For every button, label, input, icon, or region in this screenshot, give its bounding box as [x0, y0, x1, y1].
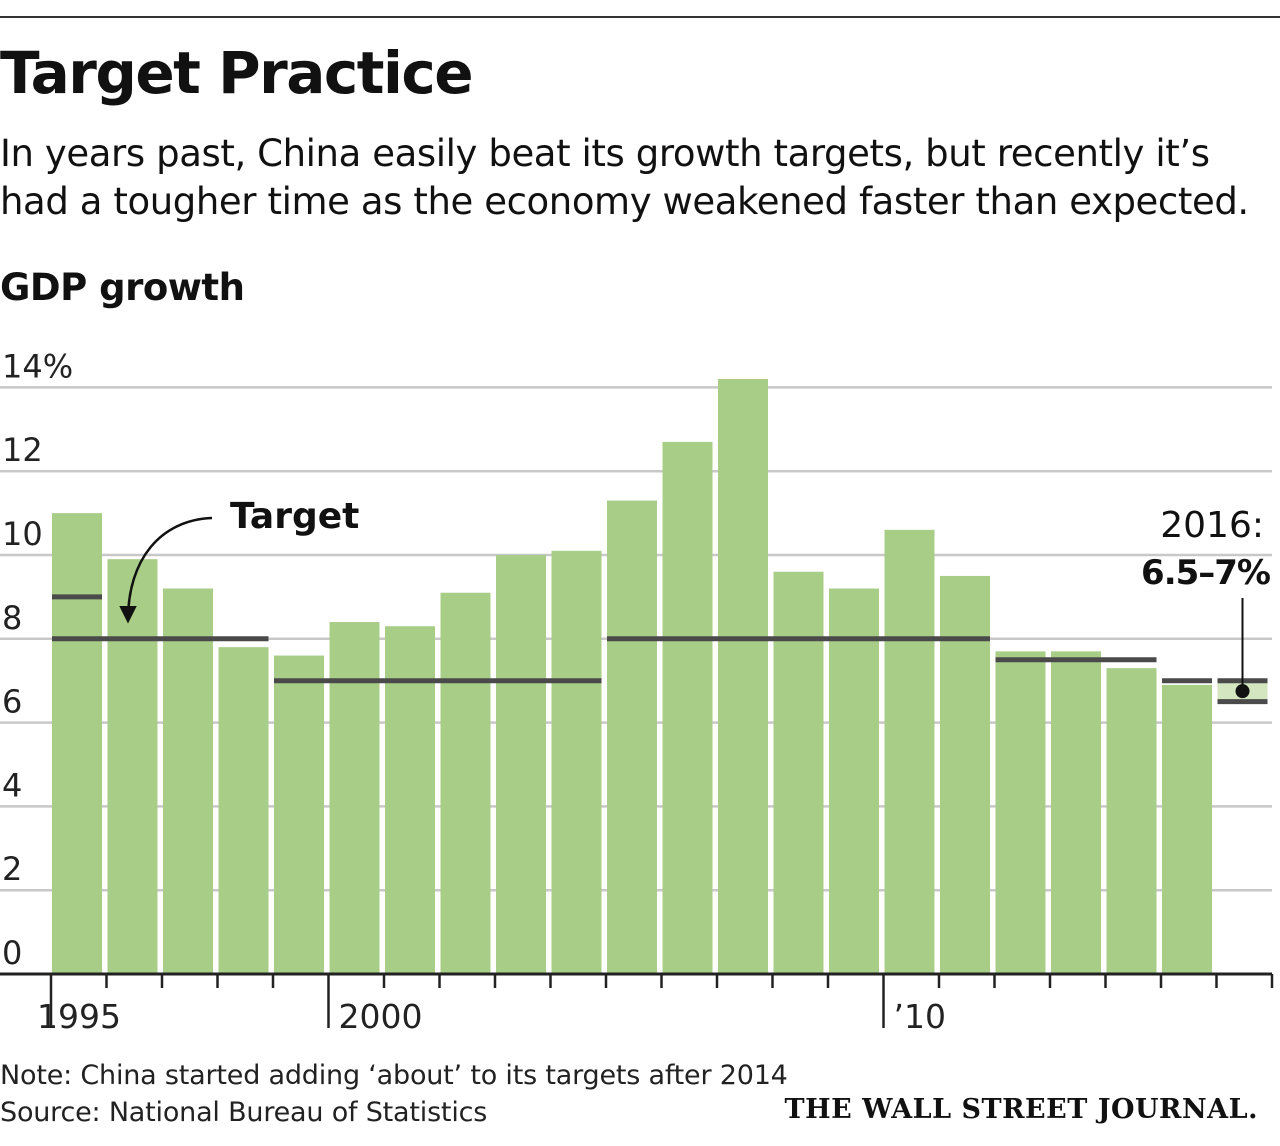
y-tick-label: 2	[2, 850, 22, 888]
y-tick-label: 12	[2, 431, 43, 469]
bar-2000	[329, 622, 380, 974]
chart-subtitle: In years past, China easily beat its gro…	[0, 132, 1249, 223]
top-rule	[0, 16, 1280, 18]
y-axis-title: GDP growth	[0, 266, 245, 309]
target-2016-year-label: 2016:	[1160, 505, 1264, 546]
target-2016-dot	[1235, 684, 1250, 699]
bar-1996	[107, 559, 158, 974]
bar-2015	[1162, 684, 1212, 974]
bar-2012	[995, 651, 1046, 974]
y-tick-label: 14%	[2, 347, 73, 385]
bar-2003	[496, 555, 546, 974]
x-tick-label: 2000	[339, 997, 423, 1036]
bar-1997	[163, 588, 213, 974]
bar-1995	[52, 513, 102, 974]
bar-2011	[940, 575, 990, 974]
bar-1998	[218, 647, 269, 974]
bar-2010	[884, 529, 935, 974]
chart-title: Target Practice	[0, 39, 474, 107]
bar-2002	[440, 592, 491, 974]
bar-2009	[829, 588, 879, 974]
bar-2001	[385, 626, 435, 974]
bar-1999	[274, 655, 324, 974]
bar-2004	[551, 550, 602, 974]
y-tick-label: 0	[2, 934, 22, 972]
bar-2007	[718, 379, 768, 974]
y-tick-label: 8	[2, 599, 22, 637]
target-arrow	[119, 516, 213, 624]
y-tick-label: 4	[2, 766, 22, 804]
target-label: Target	[230, 496, 359, 537]
x-tick-label: ’10	[894, 997, 946, 1036]
y-tick-label: 6	[2, 683, 22, 721]
bar-2014	[1106, 668, 1157, 974]
bar-2013	[1051, 651, 1101, 974]
footnote-note: Note: China started adding ‘about’ to it…	[0, 1060, 788, 1091]
footnote-source: Source: National Bureau of Statistics	[0, 1097, 488, 1128]
y-tick-label: 10	[2, 515, 43, 553]
x-tick-label: 1995	[37, 997, 121, 1036]
bar-2008	[773, 571, 824, 974]
bar-2005	[607, 500, 657, 974]
bar-2006	[662, 441, 713, 974]
target-2016-range-label: 6.5–7%	[1141, 553, 1270, 593]
publisher-credit: THE WALL STREET JOURNAL.	[784, 1094, 1258, 1125]
